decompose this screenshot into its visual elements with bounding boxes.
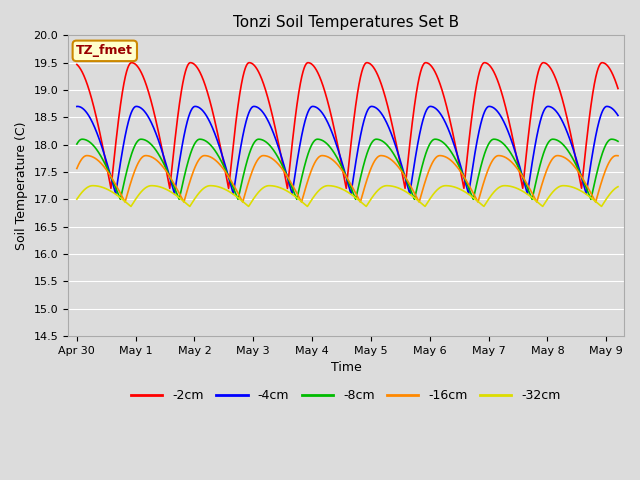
-16cm bbox=[545, 162, 553, 168]
-8cm bbox=[604, 139, 611, 145]
-8cm bbox=[304, 152, 312, 157]
Line: -32cm: -32cm bbox=[77, 186, 618, 206]
-8cm bbox=[607, 136, 615, 142]
-4cm bbox=[524, 191, 531, 197]
-32cm bbox=[135, 192, 143, 198]
-4cm bbox=[73, 104, 81, 109]
-16cm bbox=[304, 178, 312, 183]
Legend: -2cm, -4cm, -8cm, -16cm, -32cm: -2cm, -4cm, -8cm, -16cm, -32cm bbox=[126, 384, 566, 408]
Title: Tonzi Soil Temperatures Set B: Tonzi Soil Temperatures Set B bbox=[233, 15, 459, 30]
-32cm bbox=[73, 196, 81, 202]
-2cm bbox=[545, 64, 553, 70]
-4cm bbox=[603, 104, 611, 109]
-8cm bbox=[614, 138, 622, 144]
-2cm bbox=[304, 60, 312, 66]
-2cm bbox=[73, 61, 81, 67]
Line: -4cm: -4cm bbox=[77, 107, 618, 194]
Y-axis label: Soil Temperature (C): Soil Temperature (C) bbox=[15, 121, 28, 250]
-32cm bbox=[148, 183, 156, 189]
-2cm bbox=[540, 60, 547, 66]
-16cm bbox=[592, 199, 600, 205]
-32cm bbox=[167, 189, 175, 195]
-8cm bbox=[545, 139, 553, 144]
-8cm bbox=[73, 141, 81, 147]
-32cm bbox=[614, 184, 622, 190]
-8cm bbox=[167, 176, 175, 181]
Line: -16cm: -16cm bbox=[77, 156, 618, 202]
Line: -8cm: -8cm bbox=[77, 139, 618, 199]
-2cm bbox=[614, 85, 622, 91]
-2cm bbox=[604, 63, 612, 69]
-2cm bbox=[135, 65, 143, 71]
-2cm bbox=[280, 170, 288, 176]
-4cm bbox=[614, 113, 622, 119]
-2cm bbox=[167, 177, 175, 183]
-16cm bbox=[135, 159, 143, 165]
-8cm bbox=[280, 167, 288, 173]
-32cm bbox=[545, 193, 553, 199]
-2cm bbox=[284, 186, 291, 192]
-4cm bbox=[135, 104, 143, 109]
-4cm bbox=[167, 177, 175, 183]
-8cm bbox=[587, 196, 595, 202]
-32cm bbox=[127, 204, 135, 209]
-32cm bbox=[305, 203, 312, 208]
-8cm bbox=[135, 137, 143, 143]
-16cm bbox=[604, 163, 611, 168]
-16cm bbox=[614, 153, 622, 158]
-4cm bbox=[604, 104, 612, 109]
-16cm bbox=[280, 169, 288, 175]
-16cm bbox=[167, 175, 175, 181]
-4cm bbox=[304, 109, 312, 115]
X-axis label: Time: Time bbox=[331, 361, 362, 374]
-16cm bbox=[73, 166, 81, 171]
-32cm bbox=[281, 187, 289, 192]
Line: -2cm: -2cm bbox=[77, 63, 618, 189]
-4cm bbox=[545, 104, 553, 109]
-16cm bbox=[612, 153, 620, 158]
-4cm bbox=[280, 164, 288, 169]
-32cm bbox=[604, 194, 612, 200]
Text: TZ_fmet: TZ_fmet bbox=[76, 44, 133, 57]
